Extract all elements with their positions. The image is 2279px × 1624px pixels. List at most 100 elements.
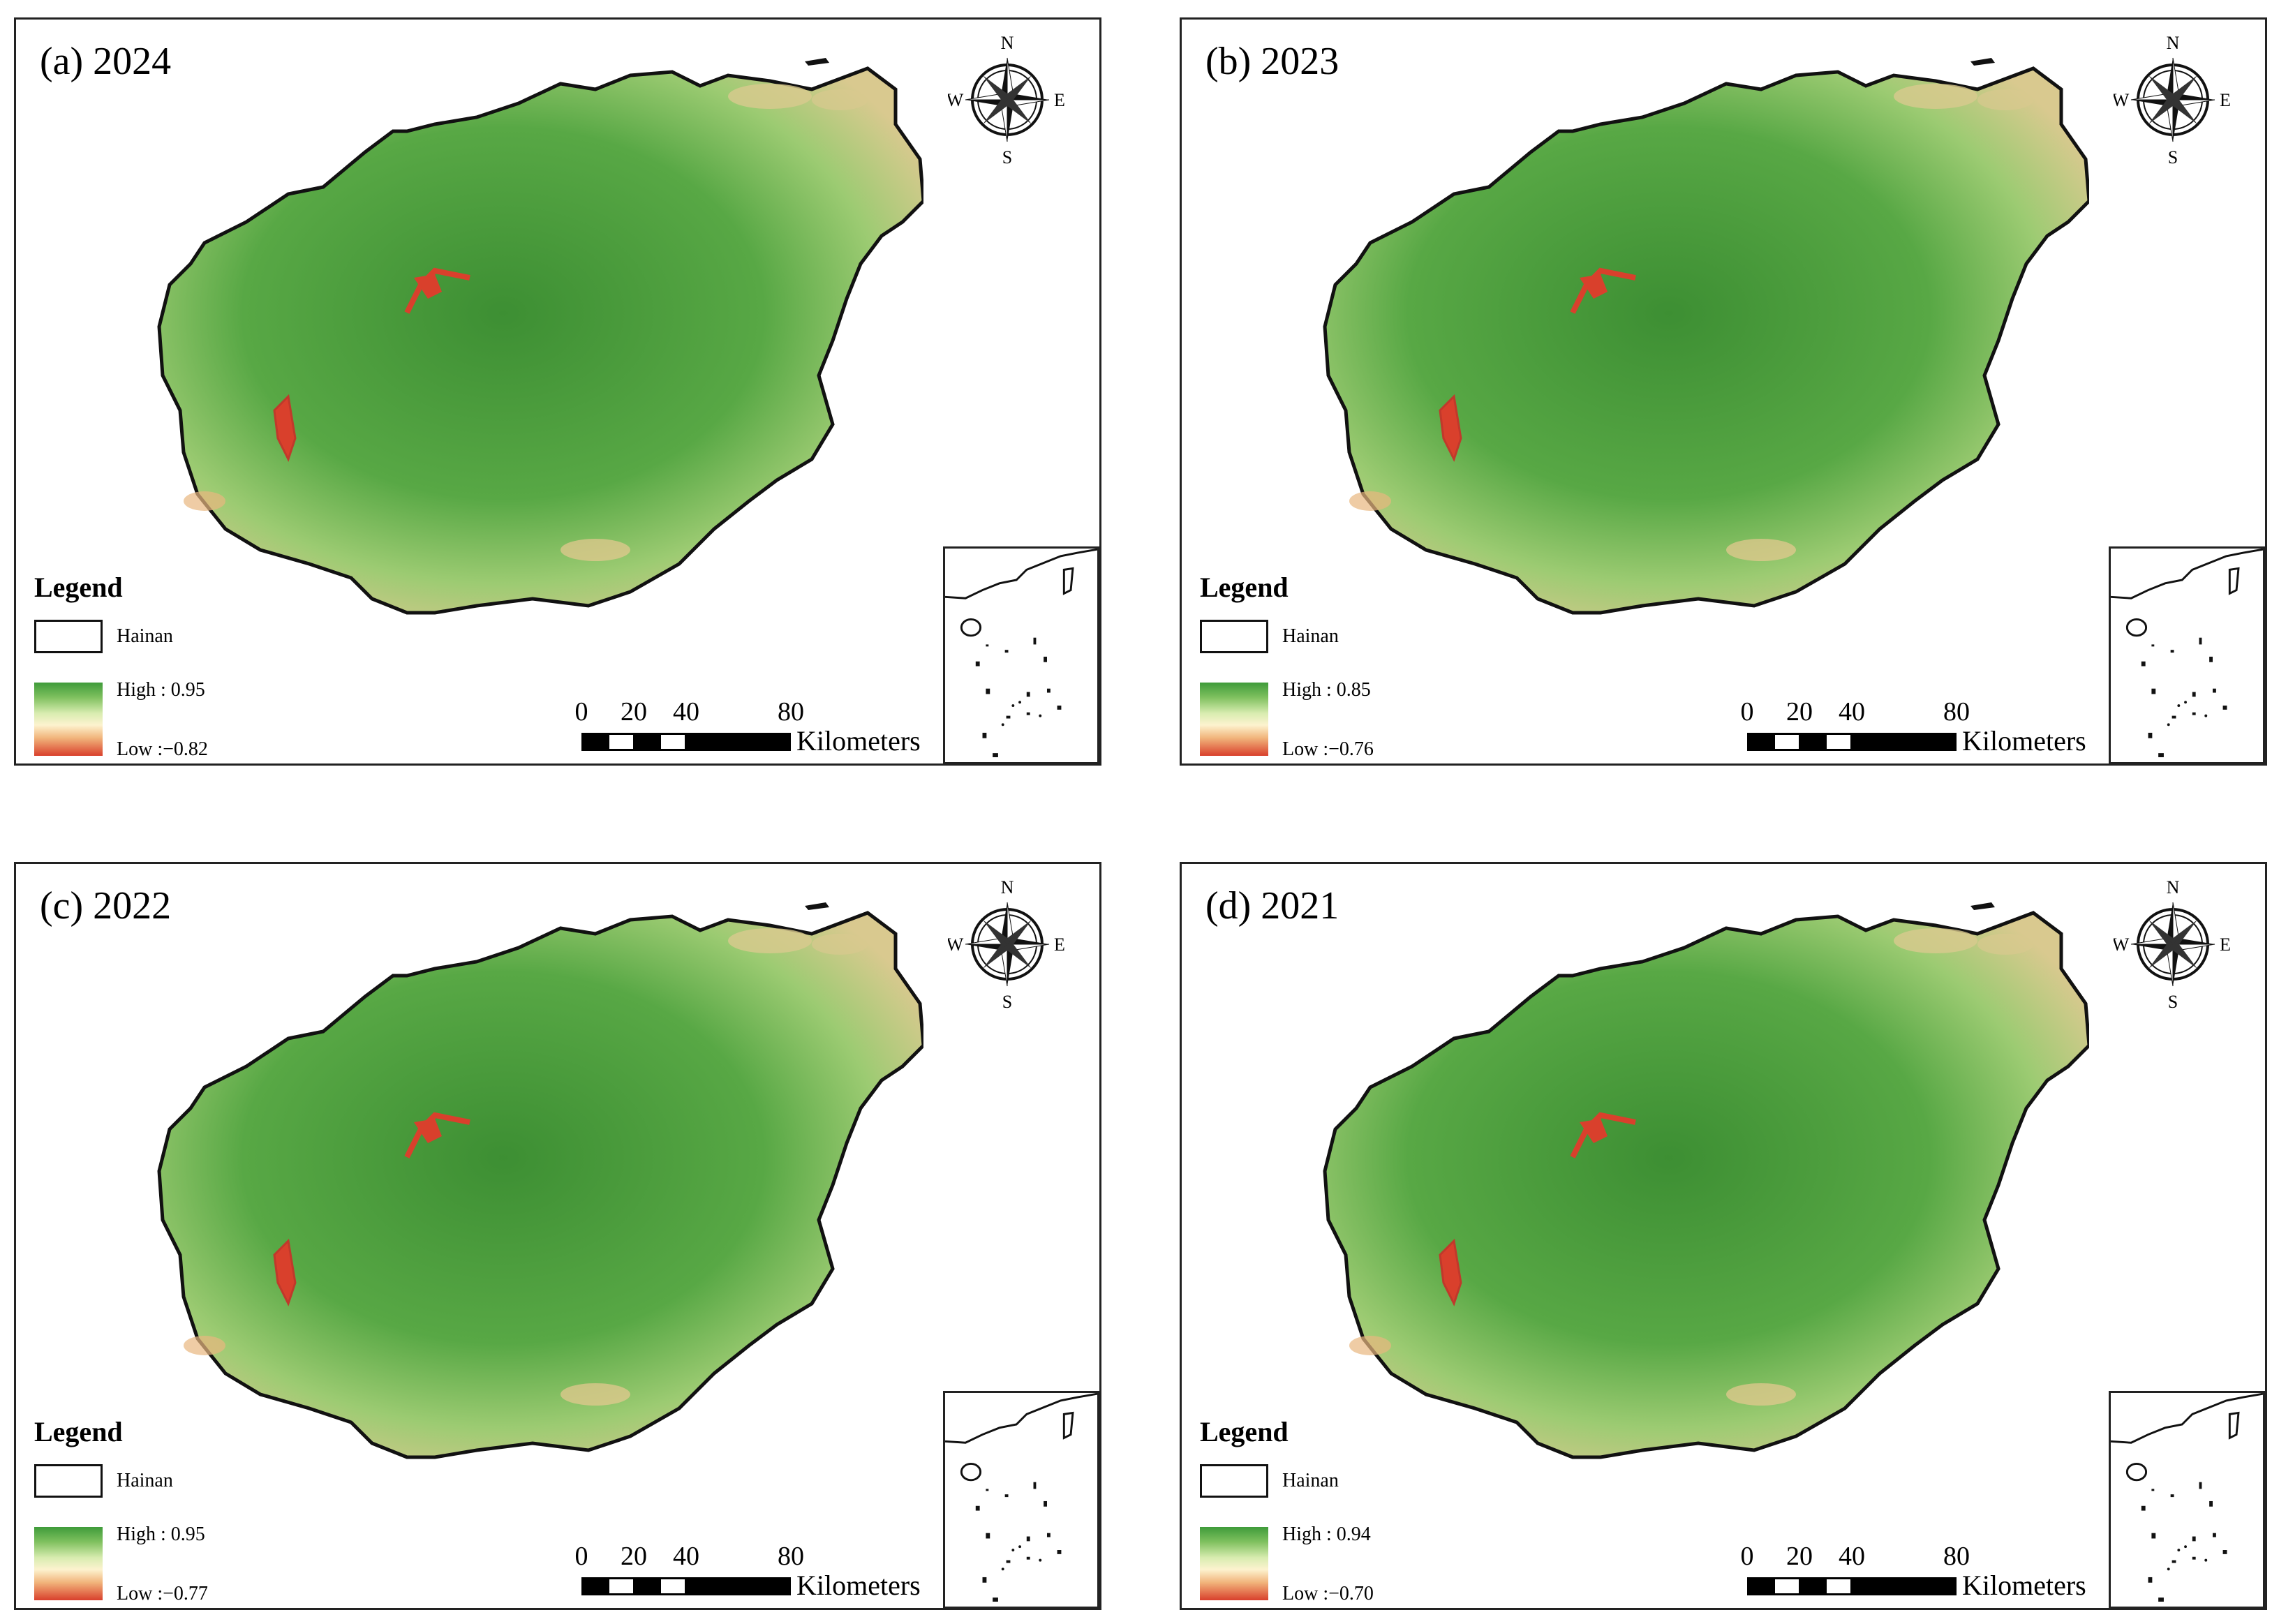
cropland-patch	[812, 934, 868, 955]
scale-tick: 0	[574, 1542, 588, 1571]
scale-tick: 40	[673, 697, 699, 727]
scale-segment	[607, 1577, 635, 1595]
cropland-patch	[1349, 1336, 1391, 1355]
reservoir-feature	[273, 1238, 297, 1306]
scale-tick: 20	[1786, 697, 1813, 727]
north-arrow-compass-icon: N S E W	[948, 878, 1065, 1011]
scale-segment	[1747, 733, 1775, 751]
cropland-patch	[1726, 539, 1796, 561]
cropland-patch	[1726, 1383, 1796, 1406]
map-panel: (d) 2021 N S	[1180, 862, 2267, 1610]
inset-locator-map	[2109, 1391, 2265, 1609]
scale-segment	[685, 733, 791, 751]
scale-segment	[685, 1577, 791, 1595]
scale-tick: 80	[1943, 1542, 1970, 1571]
scale-tick: 40	[1839, 697, 1865, 727]
panel-title: (a) 2024	[40, 40, 172, 83]
cropland-patch	[184, 491, 225, 511]
coastline	[2111, 1393, 2263, 1444]
scale-tick: 80	[778, 697, 804, 727]
scale-tick: 80	[778, 1542, 804, 1571]
map-panel: (c) 2022 N S	[14, 862, 1101, 1610]
scale-bar: 0 20 40 80 Kilometers	[1740, 1541, 2131, 1604]
cropland-patch	[184, 1336, 225, 1355]
compass-e: E	[1054, 90, 1065, 110]
hainan-outline-small	[960, 1462, 982, 1482]
legend-boundary-swatch	[1200, 1464, 1268, 1498]
scale-segment	[633, 1577, 661, 1595]
legend-boundary-swatch	[34, 620, 103, 653]
compass-w: W	[948, 934, 964, 955]
compass-w: W	[2114, 934, 2130, 955]
hainan-outline-small	[2125, 618, 2148, 637]
legend-color-ramp	[1200, 1527, 1268, 1600]
legend-title: Legend	[1200, 1416, 1289, 1447]
panel-title: (d) 2021	[1205, 884, 1339, 928]
legend-boundary-label: Hainan	[117, 625, 173, 647]
north-arrow-compass-icon: N S E W	[948, 33, 1065, 166]
scale-unit: Kilometers	[1962, 725, 2086, 757]
taiwan-outline	[2228, 567, 2240, 595]
legend-low-value: Low :−0.70	[1282, 1583, 1374, 1604]
scale-segment	[1747, 1577, 1775, 1595]
reservoir-feature	[1580, 274, 1608, 299]
scale-segment	[1850, 1577, 1957, 1595]
taiwan-outline	[1062, 1411, 1074, 1440]
scale-segment	[1773, 1577, 1801, 1595]
scale-segment	[1799, 1577, 1827, 1595]
hainan-island-map	[157, 902, 923, 1459]
cropland-patch	[1349, 491, 1391, 511]
compass-e: E	[2220, 90, 2231, 110]
scale-tick: 80	[1943, 697, 1970, 727]
reservoir-feature	[273, 394, 297, 462]
cropland-patch	[561, 1383, 630, 1406]
map-panel: (a) 2024 N S	[14, 17, 1101, 766]
scale-tick: 40	[1839, 1542, 1865, 1571]
hainan-outline-small	[2125, 1462, 2148, 1482]
legend-color-ramp	[34, 1527, 103, 1600]
legend-boundary-label: Hainan	[1282, 1470, 1339, 1491]
coastline	[945, 1393, 1097, 1444]
legend-title: Legend	[34, 1416, 123, 1447]
scale-segment	[659, 1577, 687, 1595]
reservoir-feature	[414, 1119, 442, 1143]
coast-island-feature	[805, 58, 829, 66]
north-arrow-compass-icon: N S E W	[2114, 33, 2231, 166]
hainan-outline	[1323, 66, 2089, 615]
south-china-sea-inset	[945, 1393, 1097, 1602]
legend-low-value: Low :−0.82	[117, 738, 208, 760]
cropland-patch	[1977, 89, 2033, 110]
coast-island-feature	[1970, 58, 1995, 66]
compass-w: W	[948, 90, 964, 110]
scale-unit: Kilometers	[796, 725, 921, 757]
compass-s: S	[1002, 992, 1012, 1011]
scale-bar: 0 20 40 80 Kilometers	[574, 696, 965, 759]
reservoir-feature	[414, 274, 442, 299]
north-arrow-compass-icon: N S E W	[2114, 878, 2231, 1011]
compass-n: N	[1001, 878, 1014, 897]
cropland-patch	[1977, 934, 2033, 955]
compass-n: N	[2167, 878, 2180, 897]
legend-title: Legend	[34, 572, 123, 603]
cropland-patch	[561, 539, 630, 561]
compass-s: S	[1002, 147, 1012, 166]
scale-tick: 40	[673, 1542, 699, 1571]
hainan-outline	[1323, 911, 2089, 1459]
reservoir-feature	[1580, 1119, 1608, 1143]
scale-segment	[633, 733, 661, 751]
scale-unit: Kilometers	[1962, 1570, 2086, 1601]
compass-s: S	[2168, 147, 2178, 166]
compass-e: E	[1054, 934, 1065, 955]
legend-boundary-label: Hainan	[117, 1470, 173, 1491]
scale-segment	[1773, 733, 1801, 751]
coast-island-feature	[805, 902, 829, 910]
taiwan-outline	[1062, 567, 1074, 595]
scale-segment	[1799, 733, 1827, 751]
scale-segment	[581, 1577, 609, 1595]
scale-tick: 0	[1740, 1542, 1754, 1571]
legend-high-value: High : 0.94	[1282, 1524, 1371, 1545]
scale-tick: 20	[621, 697, 647, 727]
legend-high-value: High : 0.95	[117, 1524, 205, 1545]
hainan-island-map	[1323, 58, 2089, 615]
legend-high-value: High : 0.95	[117, 679, 205, 701]
